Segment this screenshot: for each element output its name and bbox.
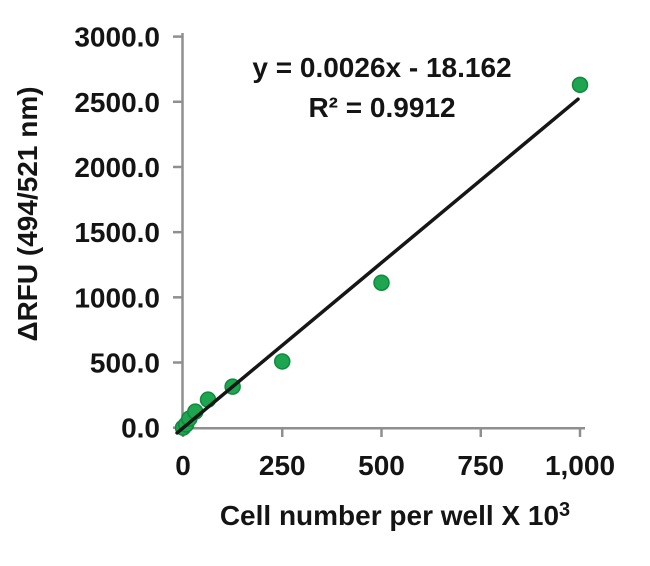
y-tick-label: 500.0 (90, 348, 160, 379)
x-tick-label: 750 (457, 450, 504, 481)
equation-label: y = 0.0026x - 18.162 (252, 52, 512, 83)
x-axis-title: Cell number per well X 103 (185, 499, 605, 532)
data-point (274, 353, 291, 370)
x-tick-label: 0 (175, 450, 191, 481)
y-tick-label: 2500.0 (74, 87, 160, 118)
x-tick-label: 250 (259, 450, 306, 481)
x-axis-title-superscript: 3 (559, 499, 571, 521)
y-tick-label: 2000.0 (74, 152, 160, 183)
y-tick-label: 1500.0 (74, 217, 160, 248)
r-squared-label: R² = 0.9912 (308, 92, 456, 123)
data-point (373, 274, 390, 291)
x-tick-label: 500 (358, 450, 405, 481)
trendline-annotation: y = 0.0026x - 18.162 R² = 0.9912 (222, 48, 542, 128)
x-axis-title-text: Cell number per well X 10 (219, 500, 560, 531)
data-point (571, 76, 589, 94)
y-tick-label: 1000.0 (74, 282, 160, 313)
y-axis-title: ΔRFU (494/521 nm) (12, 86, 43, 342)
x-tick-label: 1,000 (545, 450, 615, 481)
trendline (175, 97, 580, 435)
y-tick-label: 3000.0 (74, 22, 160, 53)
y-tick-label: 0.0 (121, 413, 160, 444)
